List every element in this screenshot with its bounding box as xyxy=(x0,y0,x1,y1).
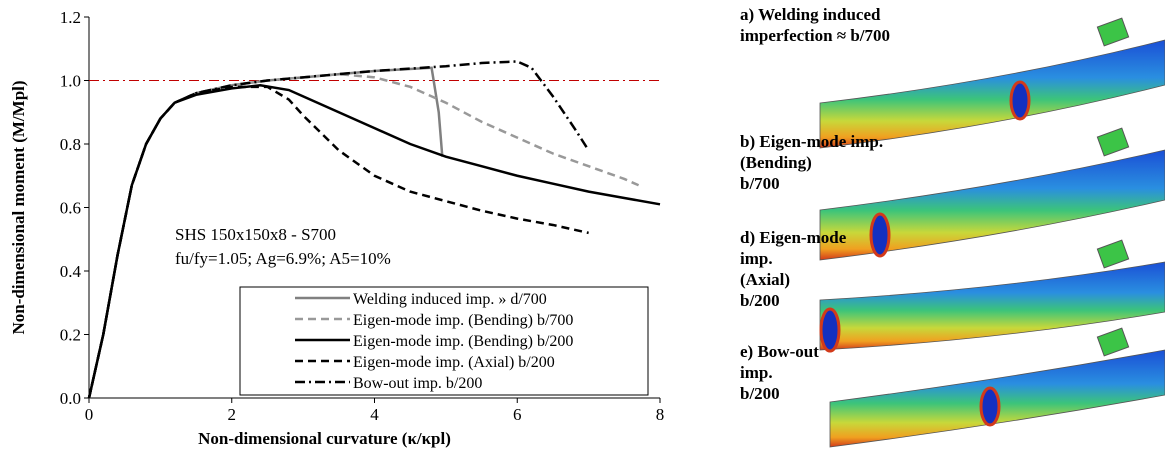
y-tick-label: 0.8 xyxy=(60,135,81,154)
legend-label: Eigen-mode imp. (Bending) b/700 xyxy=(353,312,573,329)
annotation: SHS 150x150x8 - S700 xyxy=(175,225,336,244)
panel-label: b/700 xyxy=(740,174,780,193)
panel-label: (Axial) xyxy=(740,270,790,289)
y-tick-label: 0.2 xyxy=(60,326,81,345)
fe-hotspot xyxy=(981,388,999,425)
fe-plate xyxy=(1097,18,1128,46)
legend-label: Bow-out imp. b/200 xyxy=(353,375,482,392)
panel-label: b/200 xyxy=(740,291,780,310)
x-tick-label: 4 xyxy=(370,405,379,424)
panel-label: d) Eigen-mode xyxy=(740,228,847,247)
x-axis-label: Non-dimensional curvature (κ/κpl) xyxy=(198,429,451,448)
fe-plate xyxy=(1097,240,1128,268)
y-tick-label: 0.6 xyxy=(60,199,81,218)
x-tick-label: 0 xyxy=(85,405,94,424)
panel-label: a) Welding induced xyxy=(740,5,881,24)
figure: 0.0 0.2 0.4 0.6 0.8 1.0 1.2 0 2 4 6 8 Non-dimensiona… xyxy=(0,0,1165,457)
panel-label: (Bending) xyxy=(740,153,812,172)
x-tick-label: 8 xyxy=(656,405,665,424)
panel-label: e) Bow-out xyxy=(740,342,819,361)
y-tick-label: 0.4 xyxy=(60,262,82,281)
panel-label: imp. xyxy=(740,249,773,268)
panel-label: imp. xyxy=(740,363,773,382)
panel-label: b) Eigen-mode imp. xyxy=(740,132,883,151)
legend-label: Welding induced imp. » d/700 xyxy=(353,291,547,308)
panel-label: imperfection ≈ b/700 xyxy=(740,26,890,45)
fe-hotspot xyxy=(871,214,889,256)
fe-plate xyxy=(1097,328,1128,356)
y-tick-label: 1.0 xyxy=(60,72,81,91)
fe-plate xyxy=(1097,128,1128,156)
y-tick-label: 0.0 xyxy=(60,389,81,408)
annotation: fu/fy=1.05; Ag=6.9%; A5=10% xyxy=(175,249,391,268)
y-axis-label: Non-dimensional moment (M/Mpl) xyxy=(9,80,28,334)
fe-hotspot xyxy=(1011,82,1029,119)
legend-label: Eigen-mode imp. (Axial) b/200 xyxy=(353,354,555,371)
y-tick-label: 1.2 xyxy=(60,8,81,27)
x-tick-label: 6 xyxy=(513,405,522,424)
legend-label: Eigen-mode imp. (Bending) b/200 xyxy=(353,333,573,350)
fe-hotspot xyxy=(821,309,839,351)
page: 0.0 0.2 0.4 0.6 0.8 1.0 1.2 0 2 4 6 8 Non-dimensiona… xyxy=(0,0,1165,457)
x-tick-label: 2 xyxy=(228,405,237,424)
panel-label: b/200 xyxy=(740,384,780,403)
